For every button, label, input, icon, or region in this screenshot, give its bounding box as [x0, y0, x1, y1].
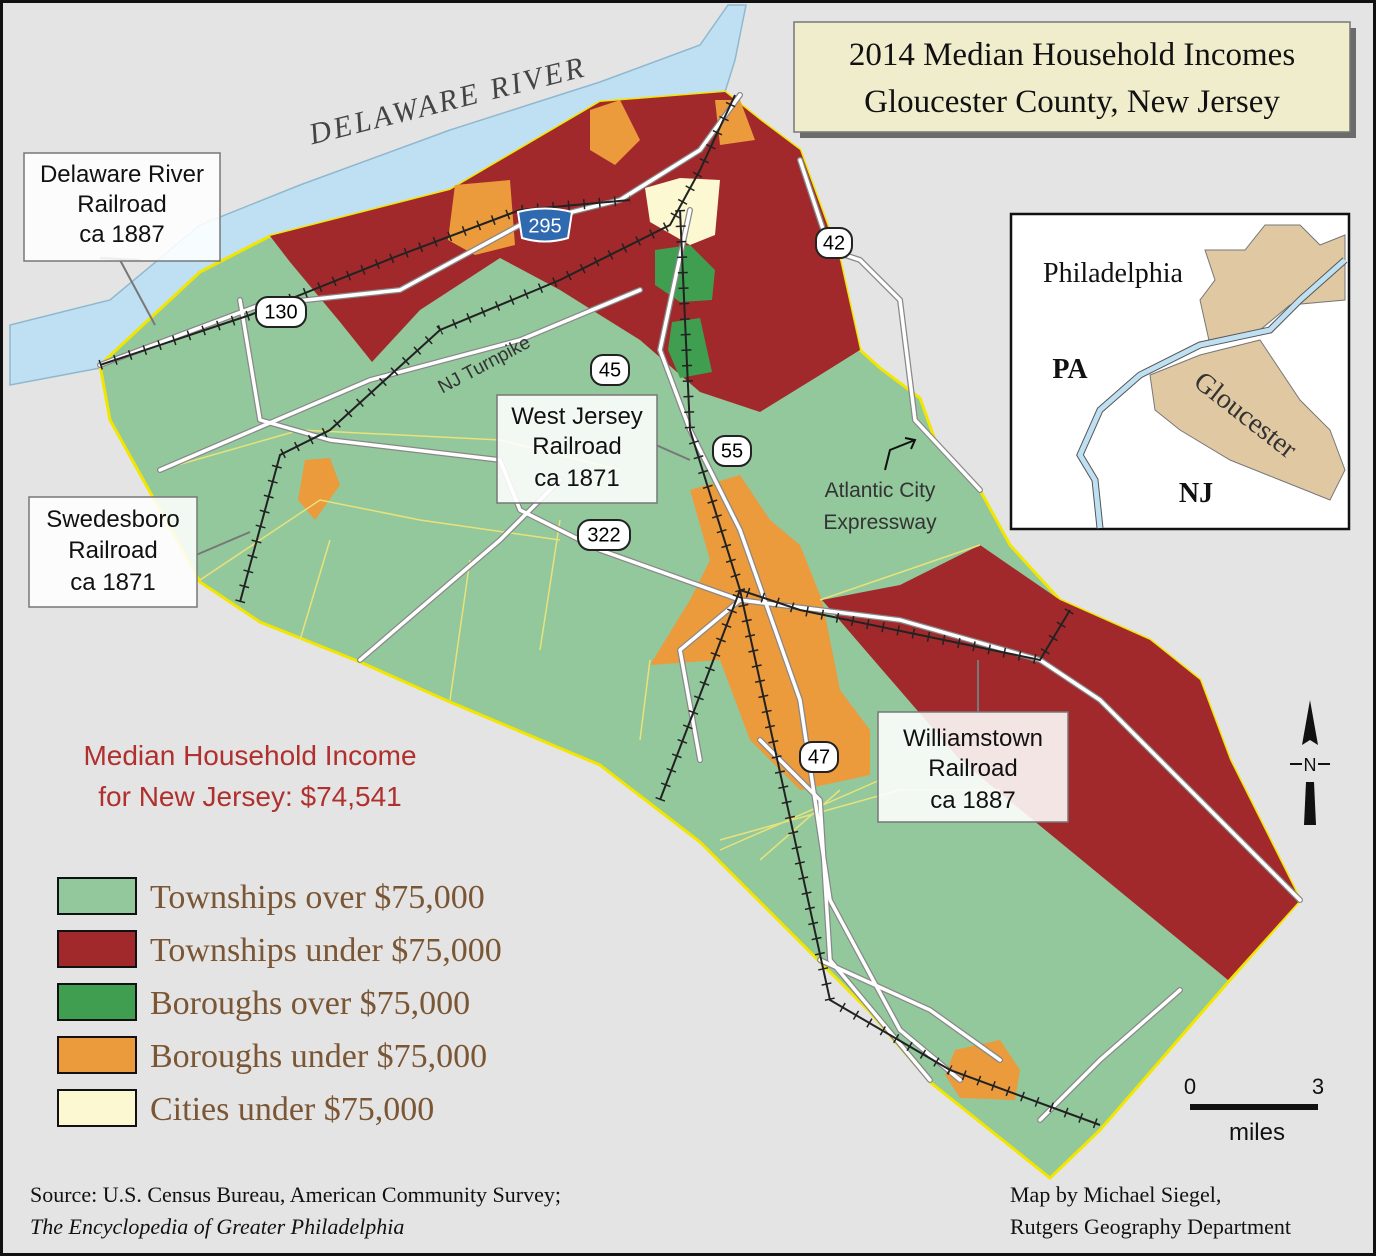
borough-over-2	[668, 318, 712, 378]
route-label: 295	[528, 215, 561, 237]
scale-tick-label: 3	[1312, 1074, 1324, 1099]
callout-box	[23, 152, 221, 262]
callout-text: Railroad	[928, 755, 1017, 782]
inset-label: PA	[1052, 354, 1088, 385]
route-label: 130	[264, 301, 297, 323]
callout-pointer	[655, 444, 691, 461]
north-arrow-head	[1302, 700, 1318, 745]
callout-text: Railroad	[77, 191, 166, 218]
callout-box	[28, 496, 198, 608]
legend-label: Boroughs over $75,000	[150, 985, 470, 1022]
borough-under-4	[298, 458, 340, 520]
callout-text: ca 1871	[534, 465, 619, 492]
shield	[815, 227, 853, 259]
route-label: 322	[587, 524, 620, 546]
callout-box	[496, 394, 658, 504]
title: Gloucester County, New Jersey	[864, 84, 1280, 120]
route-label: 42	[823, 232, 845, 254]
route-label: 55	[721, 440, 743, 462]
borough-under-5	[945, 1040, 1020, 1100]
borough-over-1	[655, 245, 715, 302]
callout-text: Williamstown	[903, 725, 1043, 752]
legend-label: Townships under $75,000	[150, 932, 502, 969]
legend: Townships over $75,000 Townships under $7…	[57, 877, 502, 1128]
source: Source: U.S. Census Bureau, American Com…	[30, 1182, 561, 1207]
inset-river	[1077, 258, 1347, 529]
route-shields: 295 130 42 45 55 322 47	[255, 207, 853, 773]
scale-bar: miles 0 3	[1184, 1074, 1324, 1146]
north-arrow: N	[1290, 700, 1330, 825]
shield	[255, 296, 307, 328]
legend-swatch	[57, 930, 137, 968]
callout-text: Delaware River	[40, 161, 204, 188]
shield	[712, 435, 752, 467]
state-note: for New Jersey: $74,541	[98, 781, 402, 812]
legend-label: Boroughs under $75,000	[150, 1038, 487, 1075]
interstate-shield	[516, 207, 574, 243]
roads	[97, 92, 1303, 1123]
callout-box	[877, 711, 1069, 823]
callout-text: Swedesboro	[46, 506, 179, 533]
scale-unit: miles	[1229, 1119, 1285, 1146]
callout-text: Railroad	[532, 433, 621, 460]
shield	[577, 519, 631, 551]
townships-under-north	[270, 92, 860, 412]
north-arrow-tail	[1304, 782, 1316, 825]
callout-text: Railroad	[68, 537, 157, 564]
inset-map: Philadelphia PA Gloucester NJ	[1009, 212, 1351, 531]
shield	[799, 741, 839, 773]
route-label: 45	[599, 359, 621, 381]
legend-swatch	[57, 1036, 137, 1074]
scale-line	[1190, 1104, 1318, 1110]
railroads	[98, 92, 1102, 1130]
railroad-callouts: Delaware River Railroad ca 1887 Swedesbo…	[23, 152, 1069, 823]
inset-label: Philadelphia	[1043, 258, 1184, 289]
borough-under-1	[590, 100, 640, 165]
credit: Rutgers Geography Department	[1010, 1214, 1291, 1239]
callout-pointer	[195, 531, 251, 556]
boroughs-under-center	[650, 475, 870, 790]
title: 2014 Median Household Incomes	[849, 37, 1295, 73]
shield	[590, 354, 630, 386]
legend-swatch	[57, 983, 137, 1021]
route-label: 47	[808, 746, 830, 768]
legend-label: Cities under $75,000	[150, 1091, 434, 1128]
expressway-arrow	[884, 437, 917, 471]
legend-swatch	[57, 877, 137, 915]
scale-tick-label: 0	[1184, 1074, 1196, 1099]
state-note: Median Household Income	[83, 740, 416, 771]
callout-text: West Jersey	[511, 403, 643, 430]
callout-text: ca 1887	[930, 787, 1015, 814]
inset-label: NJ	[1179, 478, 1213, 509]
callout-text: ca 1887	[79, 221, 164, 248]
source: The Encyclopedia of Greater Philadelphia	[30, 1214, 404, 1239]
legend-swatch	[57, 1089, 137, 1127]
legend-label: Townships over $75,000	[150, 879, 485, 916]
inset-philadelphia	[1199, 224, 1346, 346]
expressway-label: Expressway	[823, 511, 937, 534]
inset-gloucester	[1149, 339, 1346, 501]
credit: Map by Michael Siegel,	[1010, 1182, 1221, 1207]
callout-text: ca 1871	[70, 569, 155, 596]
north-label: N	[1304, 755, 1317, 775]
title-box	[793, 21, 1351, 133]
expressway-label: Atlantic City	[825, 479, 936, 502]
